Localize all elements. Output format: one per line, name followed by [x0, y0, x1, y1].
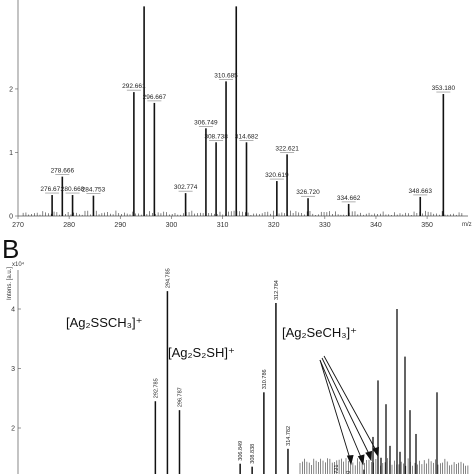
peak-label: 322.621 [275, 145, 299, 152]
y-tick-label: 2 [9, 86, 13, 93]
annotation-ag2s2sh: [Ag₂S₂SH]⁺ [168, 345, 235, 360]
peak-label: 314.682 [235, 133, 259, 140]
peak-label: 276.671 [40, 186, 64, 193]
x-tick-label: 350 [421, 222, 433, 229]
peak-label: 348.663 [409, 188, 433, 195]
x-tick-label: 300 [166, 222, 178, 229]
panel-a-noise [22, 210, 463, 216]
peak-label: 308.838 [250, 444, 256, 464]
panel-a-peaks [51, 6, 445, 216]
peak-label: 322.721 [334, 465, 340, 474]
y-tick-label: 3 [11, 366, 15, 373]
arrowhead-1 [346, 454, 354, 466]
x-tick-label: 310 [217, 222, 229, 229]
peak-label: 320.619 [265, 172, 289, 179]
peak-label: 308.738 [204, 133, 228, 140]
peak-label: 4.720 [346, 471, 352, 474]
panel-b-y-ticks: 4 3 2 [11, 307, 21, 433]
panel-b-letter: B [2, 234, 19, 264]
panel-b-peaks [154, 291, 438, 474]
peak-label: 292.661 [122, 83, 146, 90]
x-tick-label: 330 [319, 222, 331, 229]
peak-label: 312.784 [274, 280, 280, 300]
panel-a-y-ticks: 0 1 2 [9, 86, 18, 221]
peak-label: 310.685 [214, 72, 238, 79]
arrow-2 [319, 359, 364, 463]
annotation-arrows [319, 355, 379, 466]
peak-label: 306.849 [238, 441, 244, 461]
arrowhead-4 [372, 446, 379, 458]
x-tick-label: 340 [370, 222, 382, 229]
peak-label: 310.786 [262, 369, 268, 389]
annotation-ag2ssch3: [Ag₂SSCH₃]⁺ [66, 315, 142, 330]
peak-label: 296.787 [177, 387, 183, 407]
y-tick-label: 0 [9, 214, 13, 221]
peak-label: 292.785 [153, 378, 159, 398]
arrowhead-2 [357, 454, 365, 466]
x-tick-label: 280 [63, 222, 75, 229]
y-tick-label: 4 [11, 307, 15, 314]
panel-b-y-axis-title: Intens. [a.u.] [7, 267, 13, 300]
peak-label: 294.785 [165, 268, 171, 288]
panel-a-x-ticks: 270 280 290 300 310 320 330 340 350 [12, 216, 433, 229]
peak-label: 296.667 [143, 94, 167, 101]
x-tick-label: 320 [268, 222, 280, 229]
peak-label: 280.668 [61, 186, 85, 193]
y-tick-label: 1 [9, 150, 13, 157]
arrowhead-3 [365, 450, 372, 462]
panel-b: B Intens. [a.u.] x10⁴ 4 3 2 292.785 294.785… [2, 234, 469, 474]
arrow-1 [319, 359, 352, 463]
peak-label: 314.782 [286, 426, 292, 446]
peak-label: 302.774 [174, 184, 198, 191]
panel-b-noise [299, 458, 469, 474]
arrow-4 [323, 355, 379, 455]
peak-label: 284.753 [82, 187, 106, 194]
x-tick-label: 270 [12, 222, 24, 229]
peak-label: 353.180 [432, 85, 456, 92]
peak-label: 306.749 [194, 119, 218, 126]
x-tick-label: 290 [114, 222, 126, 229]
peak-label: 278.666 [51, 168, 75, 175]
y-tick-label: 2 [11, 426, 15, 433]
panel-b-y-exponent: x10⁴ [12, 261, 25, 268]
peak-label: 326.720 [296, 189, 320, 196]
arrow-3 [321, 357, 372, 459]
annotation-ag2sech3: [Ag₂SeCH₃]⁺ [282, 325, 357, 340]
panel-b-peak-labels: 292.785 294.785 296.787 306.849 308.838 310.7… [153, 268, 352, 474]
panel-a-x-axis-title: m/z [462, 222, 472, 228]
peak-label: 334.662 [337, 195, 361, 202]
